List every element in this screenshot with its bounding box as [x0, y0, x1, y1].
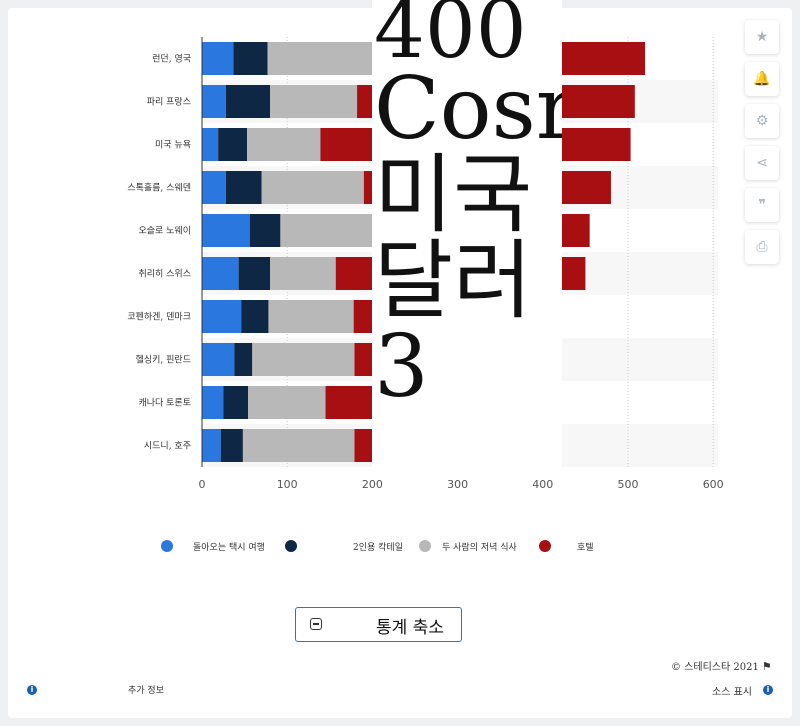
bar-9-series-2: [242, 429, 355, 462]
bar-3-series-1: [225, 171, 262, 204]
bar-7-series-0: [202, 343, 235, 376]
copyright-label: © 스테티스타 2021: [671, 662, 759, 673]
source-info-icon[interactable]: i: [763, 685, 773, 695]
bar-8-series-0: [202, 386, 224, 419]
x-tick-label-1: 100: [277, 478, 298, 491]
bar-5-series-2: [270, 257, 336, 290]
legend-label-series-3: 두 사람의 저녁 식사: [442, 543, 517, 553]
bar-5-series-0: [202, 257, 239, 290]
category-label-6: 코펜하겐, 덴마크: [127, 312, 191, 323]
bar-4-series-2: [280, 214, 375, 247]
side-toolbar: ★ 🔔 ⚙ ⋖ ❞ ⎙: [745, 20, 779, 272]
copyright-text[interactable]: © 스테티스타 2021 ⚑: [671, 658, 772, 673]
overlay-line-2: Cosr: [374, 59, 562, 159]
legend-label-extra: 호텔: [577, 543, 594, 553]
category-label-4: 오슬로 노웨이: [138, 225, 191, 237]
category-label-3: 스톡홀름, 스웨덴: [127, 182, 191, 194]
bar-3-series-2: [261, 171, 364, 204]
bar-8-series-1: [223, 386, 249, 419]
x-tick-label-0: 0: [199, 478, 206, 491]
bar-2-series-2: [247, 128, 321, 161]
gear-icon[interactable]: ⚙: [745, 104, 779, 138]
legend-dot-series-0: [161, 540, 173, 552]
x-tick-label-4: 400: [532, 478, 553, 491]
category-label-5: 취리히 스위스: [138, 269, 191, 280]
show-source-label: 소스 표시: [712, 687, 752, 698]
legend-label-series-2: 2인용 칵테일: [353, 543, 403, 553]
bar-0-series-2: [267, 42, 379, 75]
quote-icon[interactable]: ❞: [745, 188, 779, 222]
bar-9-series-1: [220, 429, 243, 462]
category-label-0: 런던, 영국: [152, 54, 191, 65]
bar-6-series-1: [241, 300, 269, 333]
bar-9-series-0: [202, 429, 221, 462]
overlay-text-block: 400 Cosr 미국 달러 3: [372, 0, 562, 468]
bar-2-series-0: [202, 128, 219, 161]
category-label-7: 헬싱키, 핀란드: [136, 354, 191, 366]
legend-dot-series-3: [539, 540, 551, 552]
x-tick-label-3: 300: [447, 478, 468, 491]
overlay-line-1: 400: [374, 0, 527, 76]
bar-6-series-2: [268, 300, 354, 333]
bar-1-series-1: [225, 85, 271, 118]
bar-7-series-2: [252, 343, 355, 376]
legend-label-series-0: 돌아오는 택시 여행: [193, 543, 265, 553]
category-label-8: 캐나다 토론토: [138, 398, 191, 409]
legend-dot-series-2: [419, 540, 431, 552]
legend-dot-series-1: [285, 540, 297, 552]
overlay-line-4: 달러: [374, 231, 533, 331]
star-icon[interactable]: ★: [745, 20, 779, 54]
chart-legend: 돌아오는 택시 여행 2인용 칵테일 두 사람의 저녁 식사 호텔: [0, 538, 800, 554]
bar-4-series-0: [202, 214, 250, 247]
bar-4-series-1: [249, 214, 281, 247]
share-icon[interactable]: ⋖: [745, 146, 779, 180]
show-source-link[interactable]: 소스 표시: [712, 683, 752, 698]
print-icon[interactable]: ⎙: [745, 230, 779, 264]
category-label-2: 미국 뉴욕: [155, 140, 191, 151]
bar-3-series-0: [202, 171, 226, 204]
flag-icon: ⚑: [761, 660, 772, 673]
bar-1-series-2: [270, 85, 358, 118]
minus-square-icon: [310, 618, 322, 630]
info-icon[interactable]: i: [27, 685, 37, 695]
bar-1-series-0: [202, 85, 226, 118]
category-label-1: 파리 프랑스: [147, 96, 191, 108]
bar-5-series-1: [238, 257, 271, 290]
x-tick-label-2: 200: [362, 478, 383, 491]
overlay-line-5: 3: [374, 317, 429, 417]
bar-6-series-0: [202, 300, 242, 333]
collapse-statistics-button[interactable]: 통계 축소: [295, 607, 462, 642]
collapse-statistics-label: 통계 축소: [376, 618, 444, 638]
x-tick-label-5: 500: [618, 478, 639, 491]
category-label-9: 시드니, 호주: [144, 441, 191, 452]
bar-2-series-1: [218, 128, 248, 161]
bar-7-series-1: [234, 343, 253, 376]
bar-8-series-2: [248, 386, 326, 419]
overlay-line-3: 미국: [374, 145, 533, 245]
x-tick-label-6: 600: [703, 478, 724, 491]
bell-icon[interactable]: 🔔: [745, 62, 779, 96]
more-info-link[interactable]: 추가 정보: [128, 686, 164, 696]
bar-0-series-1: [233, 42, 268, 75]
bar-0-series-0: [202, 42, 234, 75]
